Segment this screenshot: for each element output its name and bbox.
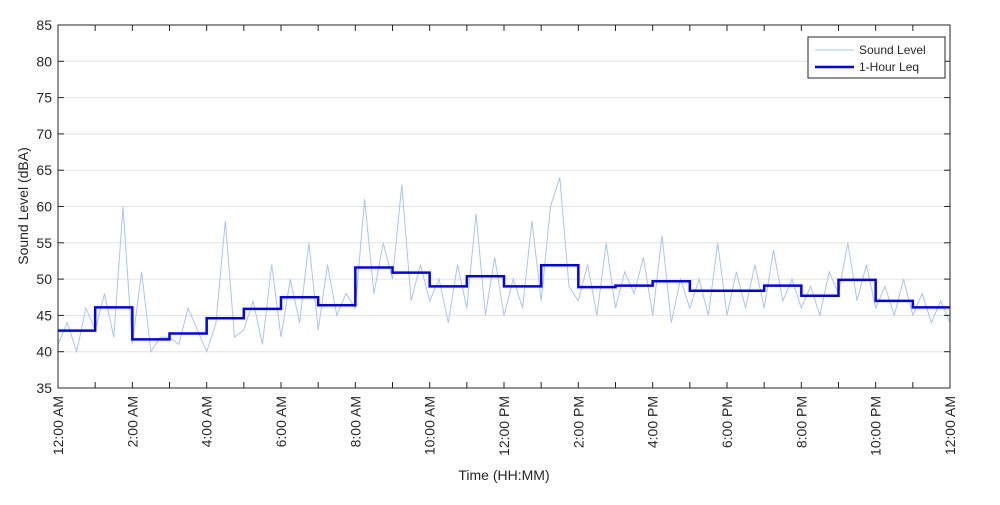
y-tick-label: 55 — [36, 235, 52, 251]
x-tick-label: 10:00 PM — [868, 396, 884, 456]
y-tick-label: 40 — [36, 344, 52, 360]
x-tick-label: 6:00 AM — [273, 396, 289, 447]
y-tick-label: 50 — [36, 271, 52, 287]
x-tick-label: 4:00 PM — [645, 396, 661, 448]
x-tick-label: 10:00 AM — [422, 396, 438, 455]
x-tick-label: 12:00 AM — [942, 396, 958, 455]
y-tick-label: 75 — [36, 90, 52, 106]
legend-label-leq: 1-Hour Leq — [859, 60, 919, 74]
x-tick-label: 12:00 PM — [496, 396, 512, 456]
legend-box — [807, 36, 946, 79]
x-tick-label: 8:00 PM — [793, 396, 809, 448]
y-tick-label: 70 — [36, 126, 52, 142]
y-tick-label: 65 — [36, 162, 52, 178]
x-axis-label: Time (HH:MM) — [458, 467, 549, 483]
y-tick-label: 35 — [36, 380, 52, 396]
sound-level-series — [57, 177, 951, 354]
leq-series — [58, 264, 950, 341]
y-tick-label: 60 — [36, 199, 52, 215]
x-tick-label: 2:00 AM — [124, 396, 140, 447]
y-tick-label: 85 — [36, 17, 52, 33]
y-tick-label: 45 — [36, 307, 52, 323]
y-tick-label: 80 — [36, 53, 52, 69]
x-tick-label: 12:00 AM — [50, 396, 66, 455]
x-tick-label: 2:00 PM — [570, 396, 586, 448]
legend: Sound Level 1-Hour Leq — [807, 36, 946, 79]
x-tick-label: 4:00 AM — [199, 396, 215, 447]
legend-label-sound-level: Sound Level — [859, 43, 926, 57]
y-axis-label: Sound Level (dBA) — [15, 147, 31, 265]
x-tick-label: 8:00 AM — [347, 396, 363, 447]
x-tick-label: 6:00 PM — [719, 396, 735, 448]
